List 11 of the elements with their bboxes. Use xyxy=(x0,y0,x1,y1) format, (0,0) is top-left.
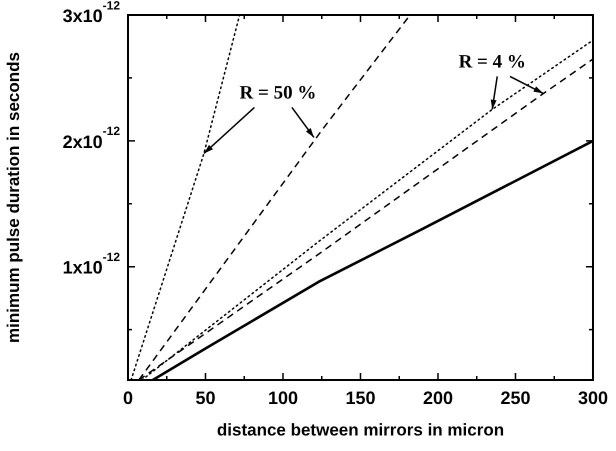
annotation: R = 50 % xyxy=(240,82,316,104)
x-tick-label: 100 xyxy=(268,388,298,408)
x-axis-title: distance between mirrors in micron xyxy=(216,420,504,440)
x-tick-label: 250 xyxy=(500,388,531,408)
x-tick-label: 0 xyxy=(122,388,134,408)
x-tick-label: 200 xyxy=(422,388,454,408)
x-tick-label: 150 xyxy=(345,388,376,408)
x-tick-label: 50 xyxy=(195,388,216,408)
y-axis-title: minimum pulse duration in seconds xyxy=(4,52,23,343)
annotation: R = 4 % xyxy=(458,51,526,72)
x-tick-label: 300 xyxy=(578,388,608,408)
